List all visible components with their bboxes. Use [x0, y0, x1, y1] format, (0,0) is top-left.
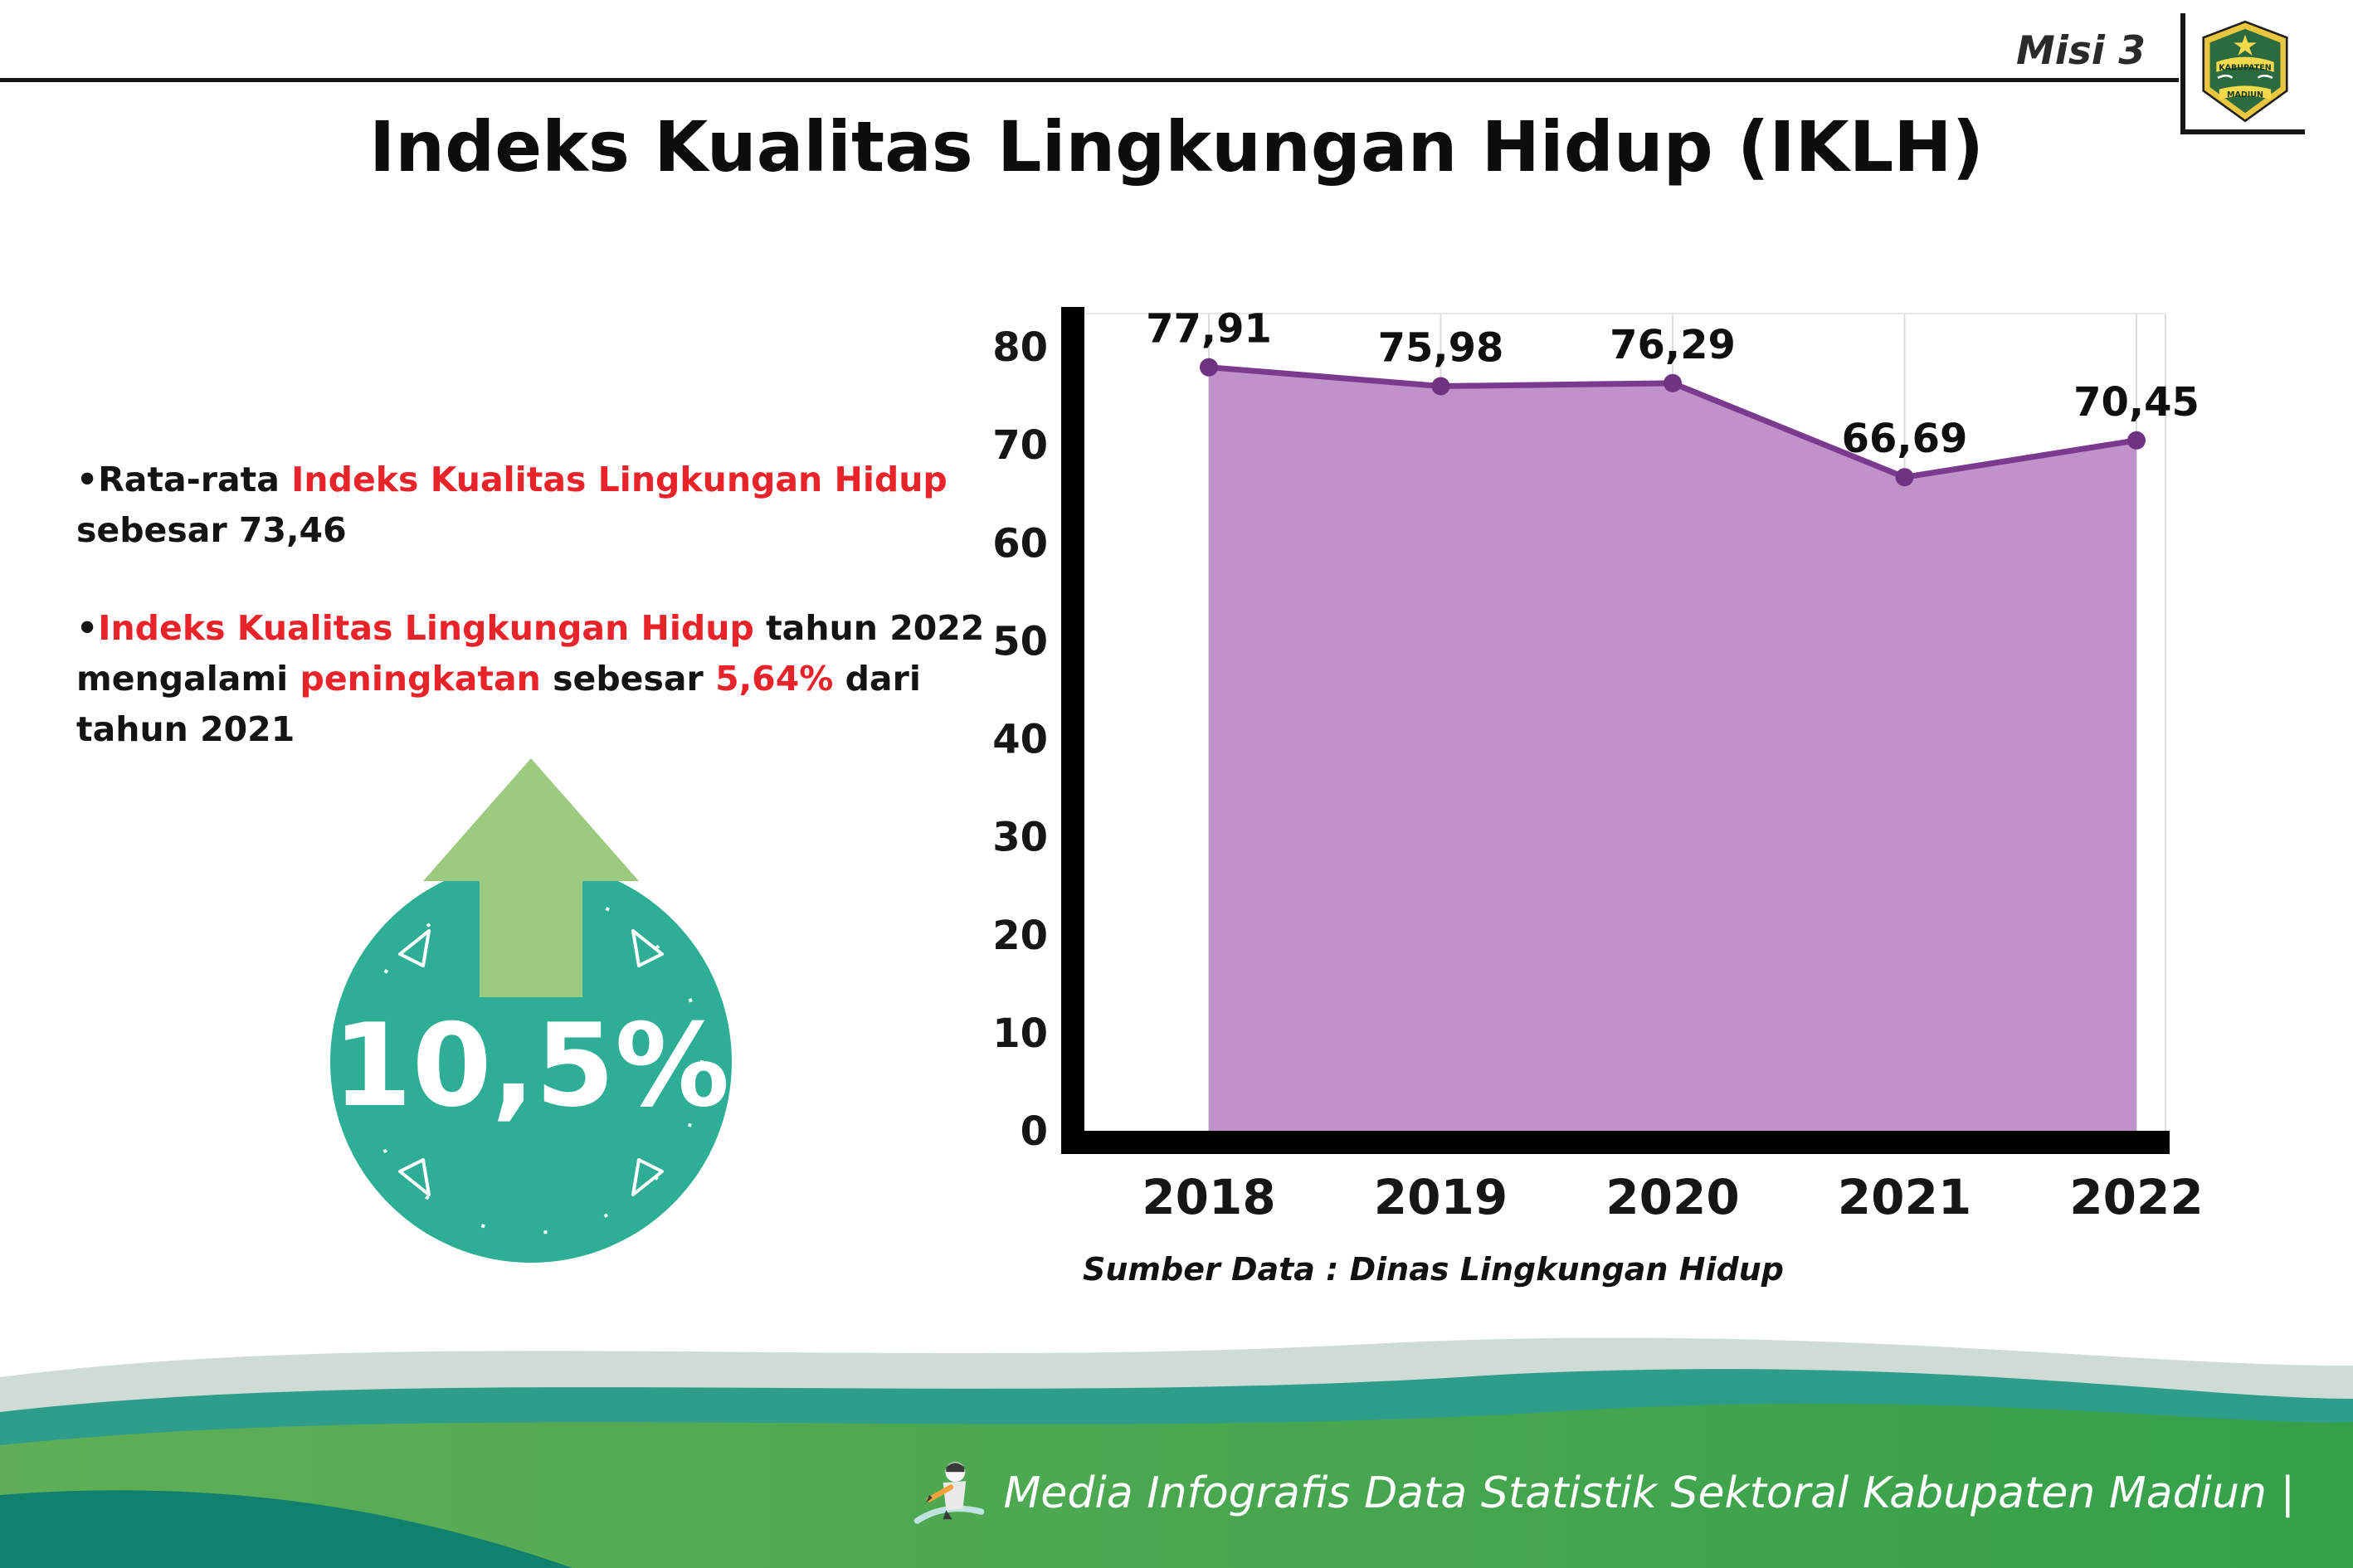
text-segment: tahun 2022 mengalami — [76, 608, 985, 699]
bullet-increase-2022: •Indeks Kualitas Lingkungan Hidup tahun … — [76, 603, 1001, 754]
data-label: 76,29 — [1610, 322, 1736, 368]
x-tick-label: 2019 — [1374, 1169, 1508, 1225]
header-rule — [0, 78, 2179, 82]
data-point — [1431, 377, 1450, 396]
badge-dashed-ring — [358, 889, 704, 1234]
up-arrow-icon — [423, 758, 639, 997]
misi-label: Misi 3 — [2015, 28, 2146, 74]
y-tick-label: 60 — [992, 520, 1048, 567]
wave-dark-teal — [0, 1490, 572, 1568]
x-tick-label: 2020 — [1605, 1169, 1739, 1225]
data-point — [1895, 468, 1914, 487]
text-segment: Rata-rata — [98, 460, 292, 499]
text-segment: sebesar 73,46 — [76, 509, 347, 550]
text-segment-highlight: 5,64% — [715, 659, 834, 699]
logo-top-text: KABUPATEN — [2219, 63, 2271, 72]
data-label: 70,45 — [2073, 379, 2200, 426]
text-segment: dari tahun 2021 — [76, 659, 921, 749]
ring-triangle-icon — [631, 929, 664, 967]
area-fill — [1209, 367, 2136, 1131]
x-tick-label: 2018 — [1142, 1169, 1275, 1225]
data-point — [1664, 373, 1682, 392]
page-title: Indeks Kualitas Lingkungan Hidup (IKLH) — [369, 106, 1984, 187]
data-label: 75,98 — [1378, 324, 1504, 371]
x-tick-label: 2022 — [2069, 1169, 2203, 1225]
bullet-marker: • — [76, 608, 99, 649]
y-tick-label: 0 — [1021, 1108, 1048, 1155]
text-segment: sebesar — [540, 659, 716, 699]
y-tick-label: 80 — [992, 324, 1048, 371]
data-point — [2127, 431, 2146, 450]
data-label: 66,69 — [1842, 416, 1968, 462]
data-label: 77,91 — [1146, 306, 1272, 353]
chart-panel: 77,91 75,98 76,29 66,69 70,45 0 10 20 30 40 50 60 70… — [983, 274, 2211, 1240]
footer-waves — [0, 1337, 2353, 1568]
y-axis — [1061, 307, 1084, 1154]
y-tick-label: 10 — [992, 1010, 1048, 1057]
bullet-average-iklh: •Rata-rata Indeks Kualitas Lingkungan Hi… — [76, 455, 1001, 555]
logo-bottom-text: MADIUN — [2227, 90, 2263, 100]
badge-circle — [330, 861, 732, 1263]
footer-credit: Media Infografis Data Statistik Sektoral… — [911, 1454, 2295, 1533]
y-tick-label: 30 — [992, 815, 1048, 861]
ring-triangle-icon — [631, 1158, 664, 1196]
ring-triangle-icon — [398, 929, 431, 967]
footer-text: Media Infografis Data Statistik Sektoral… — [1003, 1468, 2295, 1518]
increase-badge: 10,5% — [330, 758, 732, 1263]
chart-source: Sumber Data : Dinas Lingkungan Hidup — [1083, 1251, 1784, 1288]
wave-green — [0, 1403, 2353, 1568]
y-tick-label: 20 — [992, 913, 1048, 959]
text-segment-highlight: peningkatan — [300, 659, 541, 699]
badge-value: 10,5% — [333, 999, 730, 1132]
text-segment-highlight: Indeks Kualitas Lingkungan Hidup — [291, 460, 948, 499]
x-axis — [1061, 1131, 2170, 1154]
iklh-area-chart: 77,91 75,98 76,29 66,69 70,45 0 10 20 30 40 50 60 70… — [992, 306, 2204, 1225]
y-tick-label: 70 — [992, 422, 1048, 469]
y-tick-label: 40 — [992, 717, 1048, 763]
mascot-writer-icon — [913, 1462, 984, 1524]
kabupaten-madiun-logo: KABUPATEN MADIUN — [2180, 13, 2305, 134]
text-segment-highlight: Indeks Kualitas Lingkungan Hidup — [98, 608, 754, 649]
y-tick-label: 50 — [992, 618, 1048, 665]
bullet-marker: • — [76, 460, 99, 499]
ring-triangle-icon — [398, 1158, 431, 1196]
data-point — [1200, 358, 1218, 377]
x-tick-label: 2021 — [1838, 1169, 1971, 1225]
kabupaten-madiun-crest-icon: KABUPATEN MADIUN — [2202, 20, 2288, 123]
summary-bullets: •Rata-rata Indeks Kualitas Lingkungan Hi… — [76, 455, 1001, 802]
